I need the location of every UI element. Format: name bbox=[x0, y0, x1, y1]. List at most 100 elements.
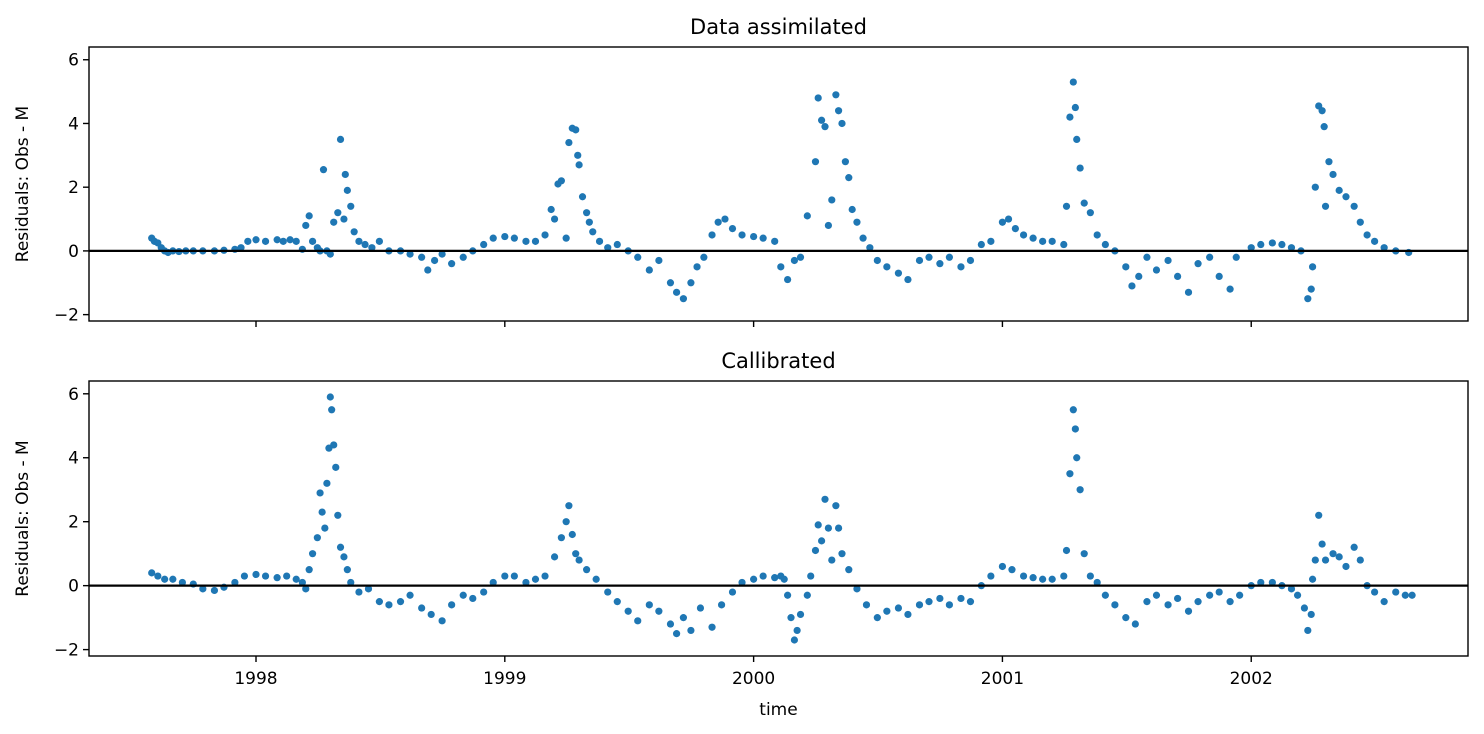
y-axis-label: Residuals: Obs - M bbox=[13, 106, 33, 262]
data-point bbox=[585, 218, 593, 226]
data-point bbox=[448, 260, 456, 268]
data-point bbox=[448, 601, 456, 609]
data-point bbox=[634, 617, 642, 625]
data-point bbox=[1226, 285, 1234, 293]
data-point bbox=[1101, 240, 1109, 249]
data-point bbox=[572, 126, 580, 134]
data-point bbox=[1356, 556, 1364, 564]
data-point bbox=[1048, 575, 1056, 583]
data-point bbox=[841, 158, 849, 166]
data-point bbox=[1184, 288, 1193, 296]
data-point bbox=[1268, 239, 1276, 247]
data-point bbox=[936, 594, 944, 603]
data-point bbox=[1086, 209, 1094, 217]
data-point bbox=[424, 266, 432, 274]
data-point bbox=[1307, 610, 1315, 619]
data-point bbox=[199, 585, 207, 593]
data-point bbox=[1101, 591, 1109, 599]
data-point bbox=[834, 107, 843, 115]
data-point bbox=[1321, 556, 1330, 564]
data-point bbox=[589, 228, 597, 236]
data-point bbox=[1300, 604, 1308, 612]
data-point bbox=[1236, 591, 1244, 599]
data-point bbox=[1039, 575, 1047, 583]
data-point bbox=[364, 585, 373, 593]
data-point bbox=[818, 537, 826, 545]
data-point bbox=[821, 495, 829, 503]
data-point bbox=[510, 234, 518, 242]
data-point bbox=[1232, 253, 1240, 261]
data-point bbox=[1076, 164, 1084, 172]
data-point bbox=[330, 218, 338, 226]
data-point bbox=[1308, 263, 1317, 271]
data-point bbox=[326, 393, 334, 401]
data-point bbox=[1342, 562, 1350, 571]
data-point bbox=[510, 572, 518, 580]
data-point bbox=[1076, 486, 1084, 494]
data-point bbox=[717, 601, 726, 609]
data-point bbox=[708, 623, 716, 631]
data-point bbox=[541, 231, 549, 239]
data-point bbox=[1307, 285, 1315, 293]
data-point bbox=[679, 614, 688, 622]
data-point bbox=[977, 240, 985, 249]
x-tick-label: 2000 bbox=[732, 669, 775, 689]
data-point bbox=[375, 598, 383, 606]
data-point bbox=[1311, 556, 1319, 564]
data-point bbox=[1325, 158, 1333, 166]
data-point bbox=[1342, 193, 1350, 201]
y-tick-label: −2 bbox=[54, 306, 79, 326]
data-point bbox=[1408, 591, 1416, 599]
data-point bbox=[708, 231, 716, 239]
data-point bbox=[531, 575, 540, 583]
data-point bbox=[1062, 202, 1071, 210]
data-point bbox=[161, 575, 169, 583]
data-point bbox=[904, 610, 912, 619]
data-point bbox=[1143, 253, 1151, 261]
data-point bbox=[1066, 113, 1074, 121]
data-point bbox=[169, 575, 177, 583]
data-point bbox=[604, 244, 612, 252]
data-point bbox=[866, 244, 874, 252]
data-point bbox=[319, 166, 328, 174]
y-tick-label: 0 bbox=[68, 242, 79, 262]
data-point bbox=[818, 116, 826, 124]
data-point bbox=[721, 215, 729, 223]
data-point bbox=[261, 237, 270, 245]
data-point bbox=[811, 158, 820, 166]
data-point bbox=[1215, 588, 1223, 596]
data-point bbox=[302, 221, 310, 230]
data-point bbox=[1029, 574, 1037, 582]
data-point bbox=[1111, 601, 1119, 609]
data-point bbox=[336, 543, 345, 551]
data-point bbox=[355, 588, 363, 596]
data-point bbox=[1080, 199, 1088, 207]
data-point bbox=[666, 620, 675, 628]
data-point bbox=[1069, 78, 1077, 86]
data-point bbox=[244, 237, 252, 245]
chart-title: Callibrated bbox=[721, 349, 835, 373]
data-point bbox=[693, 263, 701, 271]
data-point bbox=[645, 266, 653, 274]
chart-title: Data assimilated bbox=[690, 15, 867, 39]
data-point bbox=[832, 91, 840, 99]
data-point bbox=[583, 209, 591, 217]
data-point bbox=[700, 253, 708, 261]
data-point bbox=[1174, 272, 1182, 280]
plot-frame bbox=[88, 380, 1469, 657]
y-axis-label: Residuals: Obs - M bbox=[13, 440, 33, 596]
data-point bbox=[154, 572, 162, 580]
data-point bbox=[1335, 553, 1343, 561]
data-point bbox=[957, 263, 965, 271]
data-point bbox=[780, 575, 788, 583]
y-tick-label: 4 bbox=[68, 449, 79, 469]
x-tick-label: 1998 bbox=[234, 669, 277, 689]
data-point bbox=[807, 572, 815, 580]
data-point bbox=[578, 193, 587, 201]
data-point bbox=[375, 237, 383, 245]
data-point bbox=[1080, 550, 1088, 558]
data-point bbox=[796, 253, 805, 261]
data-point bbox=[283, 572, 291, 580]
data-point bbox=[1048, 237, 1056, 245]
